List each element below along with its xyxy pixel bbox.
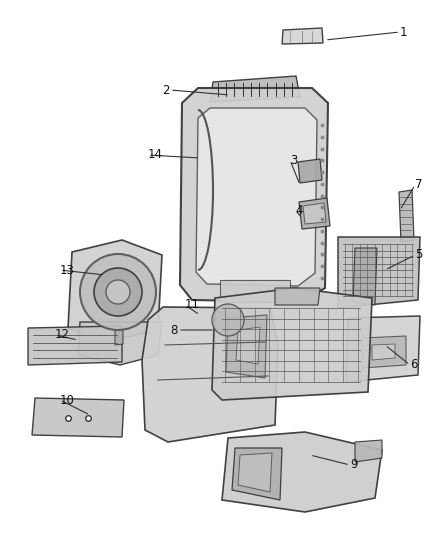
Text: 4: 4 — [295, 204, 303, 216]
Text: 11: 11 — [185, 298, 200, 311]
Polygon shape — [355, 440, 382, 462]
Polygon shape — [68, 240, 162, 342]
Text: 13: 13 — [60, 263, 75, 277]
Text: 1: 1 — [400, 26, 407, 38]
Polygon shape — [78, 322, 162, 365]
Text: 7: 7 — [415, 179, 423, 191]
Polygon shape — [220, 280, 290, 302]
Polygon shape — [282, 28, 323, 44]
Polygon shape — [210, 76, 300, 102]
Polygon shape — [196, 108, 317, 286]
Polygon shape — [399, 190, 414, 242]
Circle shape — [106, 280, 130, 304]
Polygon shape — [362, 336, 406, 368]
Polygon shape — [212, 288, 372, 400]
Text: 6: 6 — [410, 359, 417, 372]
Text: 3: 3 — [290, 154, 297, 166]
Circle shape — [80, 254, 156, 330]
Polygon shape — [236, 327, 260, 364]
Polygon shape — [226, 315, 267, 378]
Text: 5: 5 — [415, 248, 422, 262]
Polygon shape — [303, 203, 326, 224]
Polygon shape — [232, 448, 282, 500]
Polygon shape — [298, 159, 322, 183]
Text: 14: 14 — [148, 149, 163, 161]
Polygon shape — [299, 198, 330, 229]
Text: 8: 8 — [171, 324, 178, 336]
Polygon shape — [115, 328, 123, 345]
Polygon shape — [372, 344, 395, 360]
Polygon shape — [180, 88, 328, 302]
Polygon shape — [142, 307, 278, 442]
Polygon shape — [353, 248, 377, 305]
Circle shape — [94, 268, 142, 316]
Circle shape — [212, 304, 244, 336]
Text: 9: 9 — [350, 458, 357, 472]
Polygon shape — [275, 288, 320, 305]
Text: 2: 2 — [162, 84, 170, 96]
Polygon shape — [346, 316, 420, 382]
Polygon shape — [238, 453, 272, 492]
Polygon shape — [222, 432, 382, 512]
Text: 10: 10 — [60, 393, 75, 407]
Text: 12: 12 — [55, 328, 70, 342]
Polygon shape — [32, 398, 124, 437]
Polygon shape — [338, 237, 420, 308]
Polygon shape — [28, 326, 122, 365]
